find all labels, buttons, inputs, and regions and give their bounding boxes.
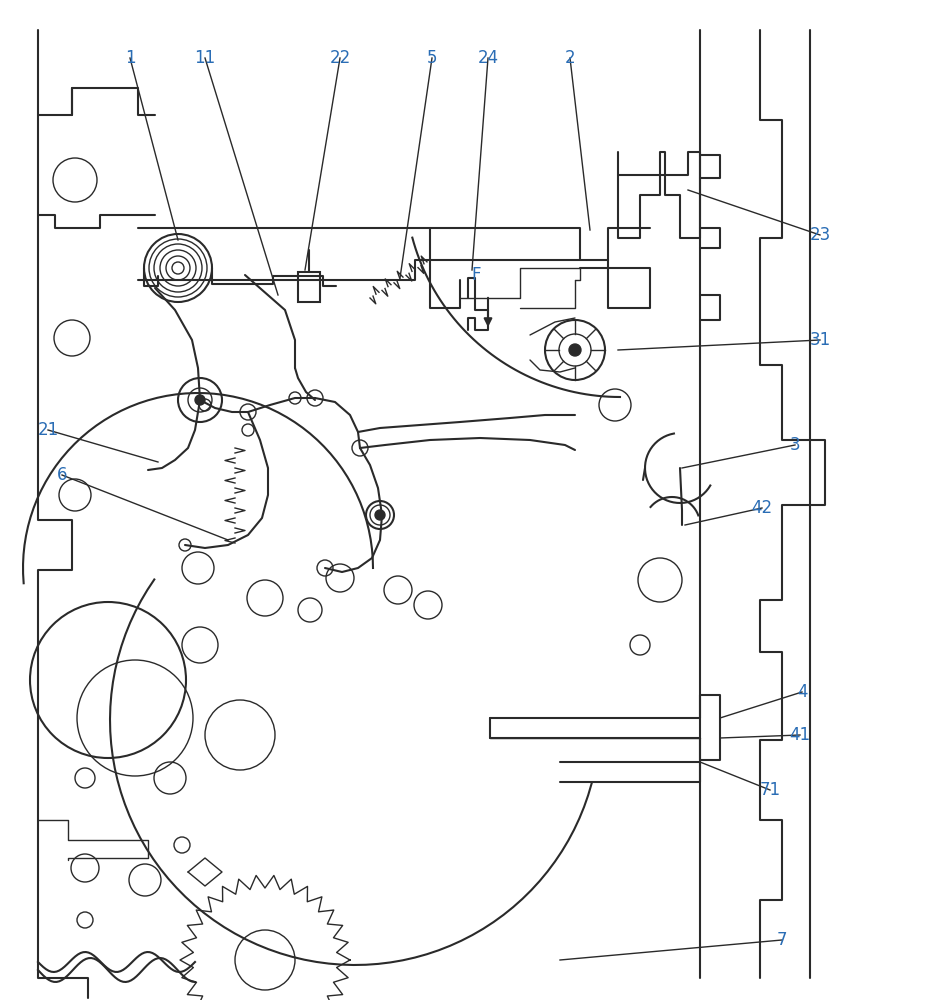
Text: 41: 41 — [789, 726, 811, 744]
Text: F: F — [472, 266, 481, 284]
Text: 11: 11 — [194, 49, 216, 67]
Text: 2: 2 — [565, 49, 575, 67]
Text: 4: 4 — [797, 683, 807, 701]
Text: 42: 42 — [752, 499, 772, 517]
Text: 71: 71 — [759, 781, 781, 799]
Text: 6: 6 — [57, 466, 67, 484]
Text: 21: 21 — [37, 421, 59, 439]
Text: 5: 5 — [427, 49, 437, 67]
Text: 24: 24 — [477, 49, 499, 67]
Circle shape — [569, 344, 581, 356]
Text: 23: 23 — [810, 226, 830, 244]
Text: 1: 1 — [124, 49, 135, 67]
Text: 3: 3 — [789, 436, 800, 454]
Circle shape — [195, 395, 205, 405]
Circle shape — [375, 510, 385, 520]
Text: 7: 7 — [777, 931, 787, 949]
Text: 31: 31 — [810, 331, 830, 349]
Text: 22: 22 — [330, 49, 350, 67]
Bar — [298, 272, 320, 302]
